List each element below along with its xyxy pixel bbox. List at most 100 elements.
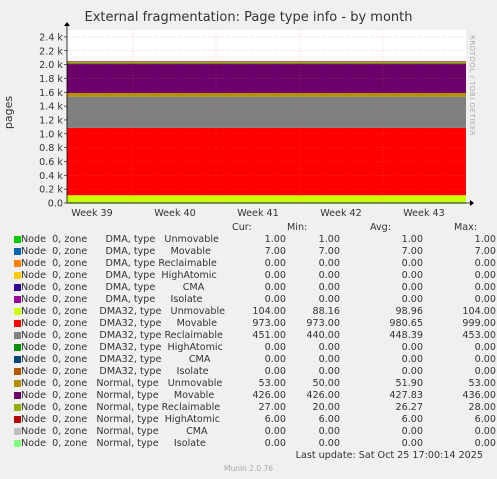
- legend-swatch: [14, 356, 21, 363]
- legend-value-avg: 6.00: [401, 414, 423, 425]
- legend-value-avg: 0.00: [401, 354, 423, 365]
- legend-value-min: 973.00: [306, 318, 340, 329]
- y-tick-label: 1.6 k: [39, 88, 63, 99]
- legend-row: Node 0, zone DMA32, type CMA 0.00 0.00 0.00…: [12, 354, 497, 365]
- legend-row: Node 0, zone DMA32, type Reclaimable 451.…: [12, 330, 497, 341]
- x-tick-label: Week 39: [71, 208, 113, 219]
- legend-value-min: 88.16: [312, 306, 340, 317]
- legend-value-avg: 51.90: [395, 378, 423, 389]
- legend-value-avg: 0.00: [401, 438, 423, 449]
- legend-swatch: [14, 344, 21, 351]
- y-tick-label: 0.0: [48, 199, 63, 210]
- legend-value-cur: 426.00: [252, 390, 286, 401]
- legend-value-avg: 1.00: [401, 234, 423, 245]
- legend-value-cur: 0.00: [264, 258, 286, 269]
- legend-value-max: 0.00: [474, 366, 496, 377]
- legend-row: Node 0, zone DMA, type CMA 0.00 0.00 0.00 0.…: [12, 282, 497, 293]
- y-tick-label: 0.6 k: [39, 157, 63, 168]
- x-tick-label: Week 40: [154, 208, 196, 219]
- area-series-12: [67, 93, 466, 97]
- legend-swatch: [14, 380, 21, 387]
- legend-value-cur: 0.00: [264, 342, 286, 353]
- y-tick-label: 1.8 k: [39, 74, 63, 85]
- legend-value-avg: 980.65: [389, 318, 423, 329]
- legend-value-min: 0.00: [318, 270, 340, 281]
- legend-value-max: 28.00: [468, 402, 496, 413]
- legend-series-name: Node 0, zone Normal, type Isolate: [21, 438, 206, 449]
- legend-value-min: 0.00: [318, 354, 340, 365]
- legend-value-max: 0.00: [474, 282, 496, 293]
- legend-value-min: 0.00: [318, 282, 340, 293]
- y-tick-label: 2.0 k: [39, 60, 63, 71]
- legend-value-avg: 448.39: [389, 330, 423, 341]
- legend-row: Node 0, zone Normal, type Unmovable 53.00…: [12, 378, 497, 389]
- area-series-15: [67, 61, 466, 62]
- legend-series-name: Node 0, zone DMA, type Isolate: [21, 294, 203, 305]
- legend-swatch: [14, 284, 21, 291]
- legend-value-cur: 0.00: [264, 270, 286, 281]
- y-tick-label: 2.4 k: [39, 32, 63, 43]
- legend-value-min: 426.00: [306, 390, 340, 401]
- legend-series-name: Node 0, zone DMA, type Movable: [21, 246, 211, 257]
- chart-plot: 0.0 0.2 k 0.4 k 0.6 k 0.8 k 1.0 k 1.2 k 1.4 k 1.…: [39, 22, 474, 219]
- footer-version: Munin 2.0.76: [223, 464, 274, 473]
- header-cur: Cur:: [232, 222, 252, 233]
- legend-row: Node 0, zone DMA, type Reclaimable 0.00 0.…: [12, 258, 497, 269]
- legend-value-min: 0.00: [318, 342, 340, 353]
- legend-value-min: 0.00: [318, 294, 340, 305]
- legend-row: Node 0, zone DMA, type HighAtomic 0.00 0.0…: [12, 270, 497, 281]
- legend-row: Node 0, zone DMA, type Movable 7.00 7.00 7.…: [12, 246, 497, 257]
- legend-value-max: 0.00: [474, 342, 496, 353]
- legend-series-name: Node 0, zone DMA32, type Isolate: [21, 366, 209, 377]
- legend-value-avg: 26.27: [395, 402, 423, 413]
- area-series-6: [67, 195, 466, 203]
- legend-series-name: Node 0, zone DMA32, type HighAtomic: [21, 342, 223, 353]
- legend-value-cur: 973.00: [252, 318, 286, 329]
- legend-row: Node 0, zone Normal, type CMA 0.00 0.00 0.0…: [12, 426, 497, 437]
- legend-value-max: 0.00: [474, 354, 496, 365]
- legend-value-avg: 427.83: [389, 390, 423, 401]
- legend-swatch: [14, 308, 21, 315]
- y-tick-label: 0.4 k: [39, 171, 63, 182]
- header-max: Max:: [454, 222, 478, 233]
- legend-series-name: Node 0, zone DMA, type CMA: [21, 282, 205, 293]
- legend-row: Node 0, zone DMA, type Isolate 0.00 0.00 0.…: [12, 294, 497, 305]
- legend-row: Node 0, zone DMA32, type Unmovable 104.00…: [12, 306, 497, 317]
- legend-value-avg: 0.00: [401, 282, 423, 293]
- legend-row: Node 0, zone DMA32, type Isolate 0.00 0.00…: [12, 366, 497, 377]
- x-tick-label: Week 42: [320, 208, 362, 219]
- y-tick-label: 0.8 k: [39, 143, 63, 154]
- legend-value-max: 1.00: [474, 234, 496, 245]
- x-tick-label: Week 43: [403, 208, 445, 219]
- legend-value-max: 0.00: [474, 270, 496, 281]
- legend-value-cur: 0.00: [264, 282, 286, 293]
- x-tick-label: Week 41: [237, 208, 279, 219]
- legend-value-cur: 27.00: [258, 402, 286, 413]
- legend-series-name: Node 0, zone DMA32, type Movable: [21, 318, 218, 329]
- area-series-14: [67, 61, 466, 64]
- legend-series-name: Node 0, zone DMA32, type CMA: [21, 354, 211, 365]
- y-tick-label: 1.0 k: [39, 129, 63, 140]
- legend-row: Node 0, zone Normal, type Isolate 0.00 0.0…: [12, 438, 497, 449]
- legend-swatch: [14, 236, 21, 243]
- legend-swatch: [14, 332, 21, 339]
- legend-value-avg: 0.00: [401, 294, 423, 305]
- header-min: Min:: [287, 222, 308, 233]
- legend-swatch: [14, 428, 21, 435]
- legend-swatch: [14, 392, 21, 399]
- header-avg: Avg:: [370, 222, 392, 233]
- legend-value-max: 0.00: [474, 426, 496, 437]
- legend-value-max: 7.00: [474, 246, 496, 257]
- legend-value-max: 104.00: [462, 306, 496, 317]
- legend-value-min: 0.00: [318, 426, 340, 437]
- legend-value-cur: 104.00: [252, 306, 286, 317]
- legend-row: Node 0, zone Normal, type Movable 426.00 4…: [12, 390, 497, 401]
- legend-value-cur: 6.00: [264, 414, 286, 425]
- legend-series-name: Node 0, zone Normal, type Reclaimable: [21, 402, 221, 413]
- legend-value-cur: 53.00: [258, 378, 286, 389]
- legend-value-avg: 0.00: [401, 342, 423, 353]
- legend-swatch: [14, 260, 21, 267]
- legend-value-max: 53.00: [468, 378, 496, 389]
- y-tick-label: 0.2 k: [39, 185, 63, 196]
